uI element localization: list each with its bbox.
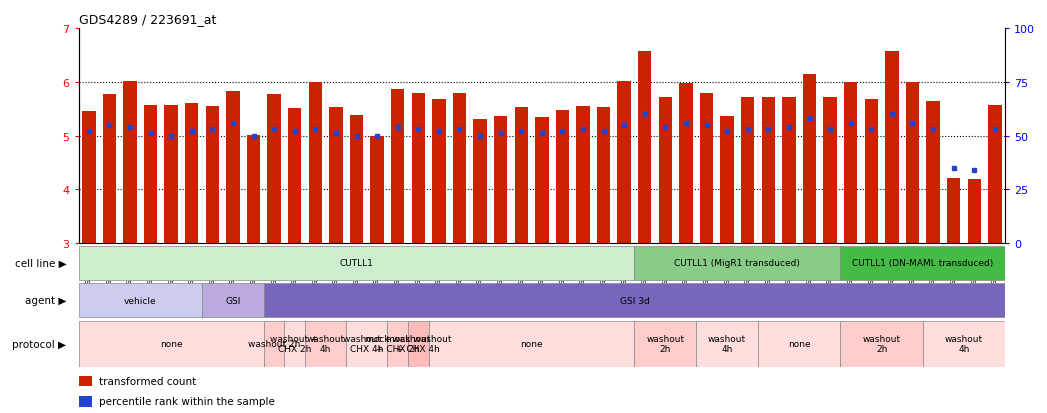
Bar <box>79 284 202 317</box>
Text: washout
2h: washout 2h <box>863 334 900 354</box>
Bar <box>267 95 281 244</box>
Bar <box>432 100 446 244</box>
Bar <box>841 247 1005 280</box>
Text: washout
2h: washout 2h <box>646 334 685 354</box>
Bar <box>428 321 634 367</box>
Bar <box>347 321 387 367</box>
Text: protocol ▶: protocol ▶ <box>13 339 66 349</box>
Bar <box>288 109 302 244</box>
Bar <box>841 321 922 367</box>
Bar <box>865 100 878 244</box>
Bar <box>247 136 261 244</box>
Text: mock washout
+ CHX 4h: mock washout + CHX 4h <box>385 334 451 354</box>
Bar <box>659 97 672 244</box>
Bar <box>124 82 137 244</box>
Bar <box>699 94 713 244</box>
Bar <box>597 107 610 244</box>
Text: cell line ▶: cell line ▶ <box>15 258 66 268</box>
Bar <box>741 98 755 244</box>
Bar <box>305 321 347 367</box>
Bar <box>329 108 342 244</box>
Bar <box>408 321 428 367</box>
Bar <box>205 107 219 244</box>
Bar <box>164 106 178 244</box>
Bar <box>371 136 384 244</box>
Bar <box>452 93 466 244</box>
Bar <box>761 98 775 244</box>
Bar <box>79 321 264 367</box>
Text: CUTLL1: CUTLL1 <box>339 259 374 268</box>
Bar <box>696 321 758 367</box>
Text: transformed count: transformed count <box>98 376 196 386</box>
Bar <box>309 83 322 244</box>
Bar <box>680 84 693 244</box>
Text: washout +
CHX 2h: washout + CHX 2h <box>270 334 319 354</box>
Bar <box>946 179 960 244</box>
Text: percentile rank within the sample: percentile rank within the sample <box>98 396 274 406</box>
Bar <box>967 180 981 244</box>
Text: agent ▶: agent ▶ <box>25 295 66 306</box>
Bar <box>285 321 305 367</box>
Bar <box>473 120 487 244</box>
Bar <box>79 376 92 386</box>
Bar <box>556 111 570 244</box>
Bar <box>103 95 116 244</box>
Bar <box>143 106 157 244</box>
Bar <box>758 321 841 367</box>
Bar <box>202 284 264 317</box>
Bar <box>885 52 898 244</box>
Text: none: none <box>160 339 182 348</box>
Text: GSI 3d: GSI 3d <box>620 296 649 305</box>
Bar <box>226 92 240 244</box>
Text: washout
4h: washout 4h <box>708 334 747 354</box>
Bar <box>411 94 425 244</box>
Text: vehicle: vehicle <box>124 296 157 305</box>
Bar <box>988 106 1002 244</box>
Bar <box>79 247 634 280</box>
Bar <box>576 107 589 244</box>
Text: none: none <box>520 339 542 348</box>
Bar <box>535 117 549 244</box>
Bar <box>634 321 696 367</box>
Bar <box>79 396 92 407</box>
Bar <box>391 90 404 244</box>
Bar <box>387 321 408 367</box>
Bar <box>494 117 508 244</box>
Bar <box>638 52 651 244</box>
Bar <box>803 75 817 244</box>
Text: GDS4289 / 223691_at: GDS4289 / 223691_at <box>79 13 216 26</box>
Bar <box>720 117 734 244</box>
Bar <box>782 97 796 244</box>
Text: washout +
CHX 4h: washout + CHX 4h <box>342 334 391 354</box>
Text: washout
4h: washout 4h <box>944 334 983 354</box>
Text: washout 2h: washout 2h <box>248 339 300 348</box>
Text: GSI: GSI <box>225 296 241 305</box>
Bar <box>264 284 1005 317</box>
Bar <box>514 107 528 244</box>
Bar <box>844 83 857 244</box>
Text: CUTLL1 (DN-MAML transduced): CUTLL1 (DN-MAML transduced) <box>852 259 994 268</box>
Text: none: none <box>788 339 810 348</box>
Text: washout
4h: washout 4h <box>307 334 344 354</box>
Bar <box>82 112 95 244</box>
Bar <box>618 82 631 244</box>
Bar <box>927 101 940 244</box>
Bar <box>823 98 837 244</box>
Bar <box>264 321 285 367</box>
Text: CUTLL1 (MigR1 transduced): CUTLL1 (MigR1 transduced) <box>674 259 800 268</box>
Text: mock washout
+ CHX 2h: mock washout + CHX 2h <box>365 334 430 354</box>
Bar <box>634 247 841 280</box>
Bar <box>906 83 919 244</box>
Bar <box>350 116 363 244</box>
Bar <box>922 321 1005 367</box>
Bar <box>185 104 199 244</box>
